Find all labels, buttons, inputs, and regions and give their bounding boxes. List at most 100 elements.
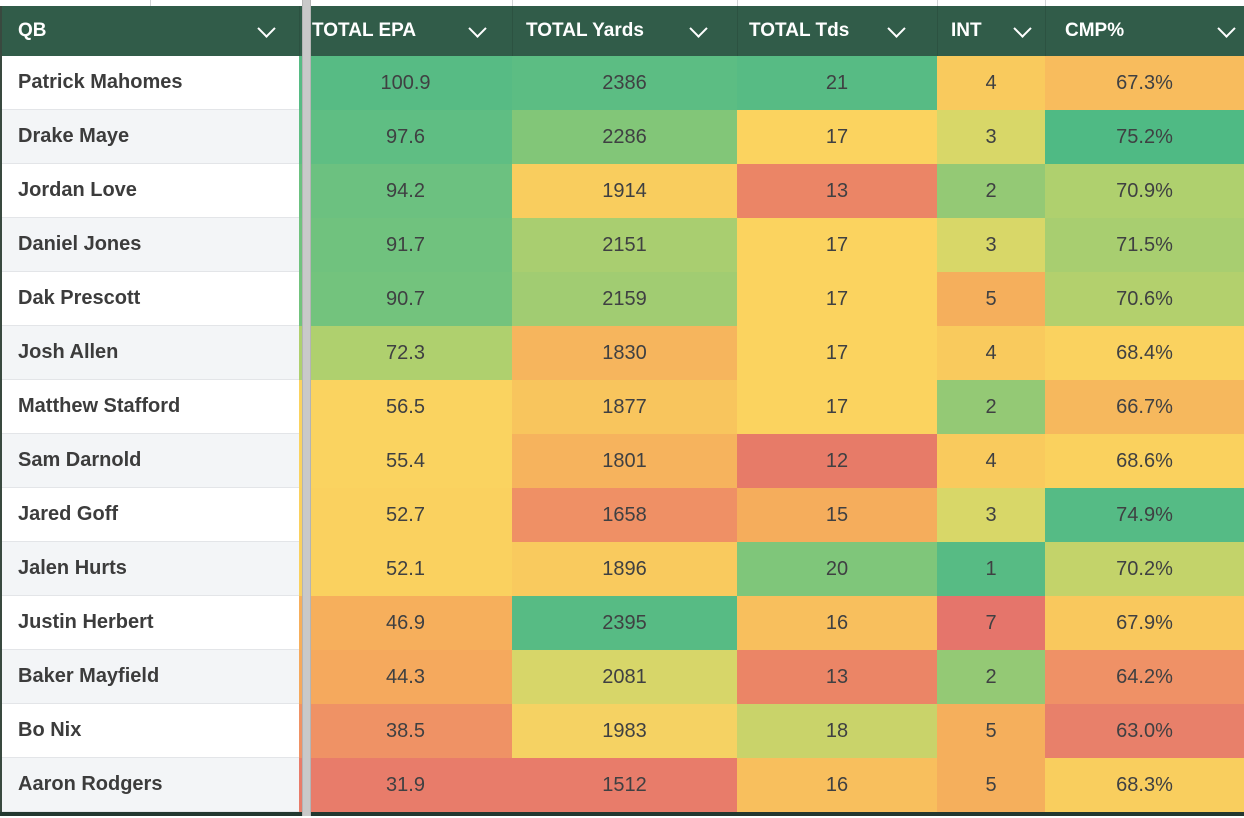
- cell-epa[interactable]: 44.3: [299, 650, 512, 704]
- cell-tds[interactable]: 17: [737, 218, 937, 272]
- cell-tds[interactable]: 18: [737, 704, 937, 758]
- qb-name-cells: Patrick Mahomes Drake Maye Jordan Love Dani…: [0, 56, 299, 812]
- qb-name-cell[interactable]: Drake Maye: [0, 110, 299, 164]
- qb-name-cell[interactable]: Josh Allen: [0, 326, 299, 380]
- cell-yards[interactable]: 1896: [512, 542, 737, 596]
- chevron-down-icon[interactable]: [1217, 18, 1236, 38]
- freeze-pane-divider[interactable]: [302, 0, 311, 816]
- cell-cmp[interactable]: 74.9%: [1045, 488, 1244, 542]
- cell-yards[interactable]: 1801: [512, 434, 737, 488]
- cell-tds[interactable]: 12: [737, 434, 937, 488]
- cell-epa[interactable]: 97.6: [299, 110, 512, 164]
- cell-epa[interactable]: 56.5: [299, 380, 512, 434]
- cell-int[interactable]: 1: [937, 542, 1045, 596]
- cell-epa[interactable]: 100.9: [299, 56, 512, 110]
- cell-cmp[interactable]: 67.9%: [1045, 596, 1244, 650]
- cell-cmp[interactable]: 66.7%: [1045, 380, 1244, 434]
- cell-tds[interactable]: 17: [737, 272, 937, 326]
- cell-epa[interactable]: 38.5: [299, 704, 512, 758]
- cell-yards[interactable]: 2395: [512, 596, 737, 650]
- cell-cmp[interactable]: 70.2%: [1045, 542, 1244, 596]
- cell-cmp[interactable]: 70.6%: [1045, 272, 1244, 326]
- cell-tds[interactable]: 17: [737, 380, 937, 434]
- column-header-total-yards[interactable]: TOTAL Yards: [512, 6, 737, 56]
- cell-int[interactable]: 5: [937, 704, 1045, 758]
- cell-tds[interactable]: 17: [737, 326, 937, 380]
- cell-int[interactable]: 4: [937, 326, 1045, 380]
- cell-epa[interactable]: 72.3: [299, 326, 512, 380]
- cell-int[interactable]: 4: [937, 56, 1045, 110]
- qb-name-cell[interactable]: Jared Goff: [0, 488, 299, 542]
- cell-tds[interactable]: 21: [737, 56, 937, 110]
- cell-int[interactable]: 3: [937, 110, 1045, 164]
- qb-name-cell[interactable]: Dak Prescott: [0, 272, 299, 326]
- cell-int[interactable]: 2: [937, 650, 1045, 704]
- cell-tds[interactable]: 13: [737, 650, 937, 704]
- qb-name-cell[interactable]: Jordan Love: [0, 164, 299, 218]
- cell-epa[interactable]: 90.7: [299, 272, 512, 326]
- cell-int[interactable]: 2: [937, 164, 1045, 218]
- cell-cmp[interactable]: 70.9%: [1045, 164, 1244, 218]
- cell-epa[interactable]: 52.1: [299, 542, 512, 596]
- cell-cmp[interactable]: 68.3%: [1045, 758, 1244, 812]
- cell-int[interactable]: 5: [937, 758, 1045, 812]
- qb-name-cell[interactable]: Jalen Hurts: [0, 542, 299, 596]
- cell-yards[interactable]: 1877: [512, 380, 737, 434]
- cell-epa[interactable]: 52.7: [299, 488, 512, 542]
- cell-tds[interactable]: 20: [737, 542, 937, 596]
- cell-int[interactable]: 3: [937, 488, 1045, 542]
- column-header-int[interactable]: INT: [937, 6, 1045, 56]
- cell-yards[interactable]: 2159: [512, 272, 737, 326]
- cell-yards[interactable]: 2286: [512, 110, 737, 164]
- qb-name-cell[interactable]: Sam Darnold: [0, 434, 299, 488]
- cell-int[interactable]: 7: [937, 596, 1045, 650]
- cell-epa[interactable]: 94.2: [299, 164, 512, 218]
- qb-name-cell[interactable]: Bo Nix: [0, 704, 299, 758]
- cell-cmp[interactable]: 67.3%: [1045, 56, 1244, 110]
- cell-cmp[interactable]: 68.6%: [1045, 434, 1244, 488]
- cell-yards[interactable]: 2081: [512, 650, 737, 704]
- cell-yards[interactable]: 1512: [512, 758, 737, 812]
- cell-cmp[interactable]: 68.4%: [1045, 326, 1244, 380]
- cell-cmp[interactable]: 63.0%: [1045, 704, 1244, 758]
- cell-cmp[interactable]: 71.5%: [1045, 218, 1244, 272]
- qb-name-cell[interactable]: Baker Mayfield: [0, 650, 299, 704]
- qb-name-cell[interactable]: Aaron Rodgers: [0, 758, 299, 812]
- qb-name-cell[interactable]: Justin Herbert: [0, 596, 299, 650]
- chevron-down-icon[interactable]: [689, 18, 708, 38]
- cell-tds[interactable]: 16: [737, 758, 937, 812]
- cell-cmp[interactable]: 64.2%: [1045, 650, 1244, 704]
- cell-yards[interactable]: 1914: [512, 164, 737, 218]
- cell-int[interactable]: 5: [937, 272, 1045, 326]
- cell-epa[interactable]: 31.9: [299, 758, 512, 812]
- cell-cmp[interactable]: 75.2%: [1045, 110, 1244, 164]
- column-header-qb[interactable]: QB: [0, 6, 299, 56]
- chevron-down-icon[interactable]: [468, 18, 487, 38]
- chevron-down-icon[interactable]: [257, 18, 276, 38]
- column-header-total-epa[interactable]: TOTAL EPA: [299, 6, 512, 56]
- qb-name-cell[interactable]: Patrick Mahomes: [0, 56, 299, 110]
- qb-name-cell[interactable]: Matthew Stafford: [0, 380, 299, 434]
- cell-yards[interactable]: 1830: [512, 326, 737, 380]
- column-header-total-tds[interactable]: TOTAL Tds: [737, 6, 937, 56]
- cell-int[interactable]: 2: [937, 380, 1045, 434]
- column-header-cmp-pct[interactable]: CMP%: [1045, 6, 1244, 56]
- cell-yards[interactable]: 2151: [512, 218, 737, 272]
- cell-tds[interactable]: 13: [737, 164, 937, 218]
- cell-yards[interactable]: 1658: [512, 488, 737, 542]
- cell-epa[interactable]: 46.9: [299, 596, 512, 650]
- cell-int[interactable]: 4: [937, 434, 1045, 488]
- cell-int[interactable]: 3: [937, 218, 1045, 272]
- qb-name-cell[interactable]: Daniel Jones: [0, 218, 299, 272]
- chevron-down-icon[interactable]: [887, 18, 906, 38]
- cell-yards[interactable]: 1983: [512, 704, 737, 758]
- cell-epa[interactable]: 55.4: [299, 434, 512, 488]
- cell-tds[interactable]: 17: [737, 110, 937, 164]
- chevron-down-icon[interactable]: [1013, 18, 1032, 38]
- cell-tds[interactable]: 15: [737, 488, 937, 542]
- column-header-label: TOTAL EPA: [312, 20, 417, 41]
- cell-tds[interactable]: 16: [737, 596, 937, 650]
- cell-epa[interactable]: 91.7: [299, 218, 512, 272]
- column-epa: TOTAL EPA 100.9 97.6 94.2 91.7 90.7 72.3 56.5 5…: [299, 6, 512, 812]
- cell-yards[interactable]: 2386: [512, 56, 737, 110]
